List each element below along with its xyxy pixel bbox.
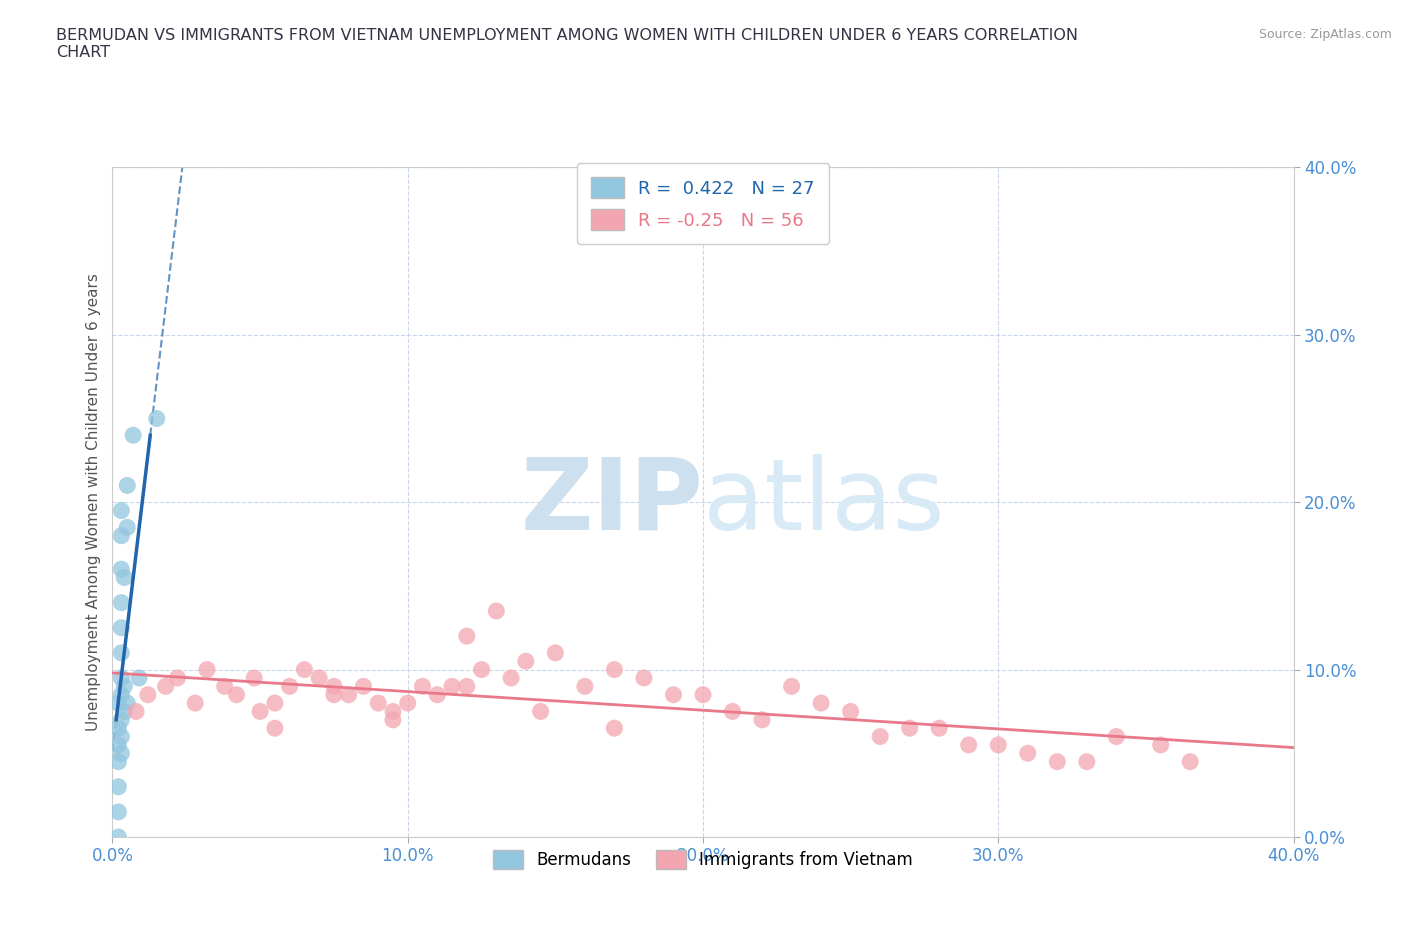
Point bbox=[603, 721, 626, 736]
Point bbox=[110, 729, 132, 744]
Point bbox=[1105, 729, 1128, 744]
Point bbox=[721, 704, 744, 719]
Point bbox=[112, 679, 135, 694]
Point bbox=[308, 671, 330, 685]
Point bbox=[249, 704, 271, 719]
Point bbox=[128, 671, 150, 685]
Point bbox=[107, 696, 129, 711]
Point bbox=[122, 428, 145, 443]
Point bbox=[456, 679, 478, 694]
Point bbox=[603, 662, 626, 677]
Point bbox=[184, 696, 207, 711]
Point bbox=[382, 704, 405, 719]
Point bbox=[112, 570, 135, 585]
Point bbox=[412, 679, 434, 694]
Point bbox=[810, 696, 832, 711]
Point bbox=[107, 737, 129, 752]
Point bbox=[633, 671, 655, 685]
Point bbox=[110, 687, 132, 702]
Point bbox=[292, 662, 315, 677]
Point bbox=[225, 687, 247, 702]
Point bbox=[426, 687, 449, 702]
Point bbox=[107, 830, 129, 844]
Point bbox=[107, 779, 129, 794]
Legend: Bermudans, Immigrants from Vietnam: Bermudans, Immigrants from Vietnam bbox=[486, 843, 920, 875]
Point bbox=[692, 687, 714, 702]
Point bbox=[323, 679, 346, 694]
Point bbox=[110, 746, 132, 761]
Point bbox=[117, 520, 138, 535]
Point bbox=[110, 620, 132, 635]
Point bbox=[367, 696, 389, 711]
Point bbox=[441, 679, 464, 694]
Point bbox=[987, 737, 1010, 752]
Point bbox=[136, 687, 159, 702]
Point bbox=[352, 679, 374, 694]
Point bbox=[957, 737, 980, 752]
Point bbox=[117, 696, 138, 711]
Point bbox=[323, 687, 346, 702]
Point bbox=[264, 696, 287, 711]
Point bbox=[107, 804, 129, 819]
Point bbox=[264, 721, 287, 736]
Point bbox=[869, 729, 891, 744]
Point bbox=[110, 528, 132, 543]
Point bbox=[117, 478, 138, 493]
Point bbox=[928, 721, 950, 736]
Point bbox=[155, 679, 177, 694]
Point bbox=[382, 712, 405, 727]
Point bbox=[110, 712, 132, 727]
Point bbox=[456, 629, 478, 644]
Point bbox=[470, 662, 494, 677]
Point bbox=[1017, 746, 1039, 761]
Point bbox=[110, 595, 132, 610]
Point bbox=[125, 704, 148, 719]
Point bbox=[1150, 737, 1173, 752]
Point bbox=[146, 411, 169, 426]
Point bbox=[574, 679, 596, 694]
Point bbox=[107, 721, 129, 736]
Point bbox=[110, 645, 132, 660]
Point bbox=[107, 754, 129, 769]
Text: BERMUDAN VS IMMIGRANTS FROM VIETNAM UNEMPLOYMENT AMONG WOMEN WITH CHILDREN UNDER: BERMUDAN VS IMMIGRANTS FROM VIETNAM UNEM… bbox=[56, 28, 1078, 60]
Point bbox=[662, 687, 685, 702]
Point bbox=[898, 721, 921, 736]
Text: atlas: atlas bbox=[703, 454, 945, 551]
Point bbox=[110, 671, 132, 685]
Point bbox=[110, 562, 132, 577]
Point bbox=[1046, 754, 1069, 769]
Point bbox=[780, 679, 803, 694]
Point bbox=[1076, 754, 1098, 769]
Point bbox=[1180, 754, 1202, 769]
Point bbox=[501, 671, 523, 685]
Point bbox=[337, 687, 360, 702]
Text: Source: ZipAtlas.com: Source: ZipAtlas.com bbox=[1258, 28, 1392, 41]
Point bbox=[195, 662, 218, 677]
Point bbox=[751, 712, 773, 727]
Y-axis label: Unemployment Among Women with Children Under 6 years: Unemployment Among Women with Children U… bbox=[86, 273, 101, 731]
Point bbox=[278, 679, 301, 694]
Point bbox=[544, 645, 567, 660]
Text: ZIP: ZIP bbox=[520, 454, 703, 551]
Point bbox=[396, 696, 419, 711]
Point bbox=[243, 671, 266, 685]
Point bbox=[485, 604, 508, 618]
Point bbox=[112, 704, 135, 719]
Point bbox=[529, 704, 551, 719]
Point bbox=[110, 503, 132, 518]
Point bbox=[515, 654, 537, 669]
Point bbox=[214, 679, 236, 694]
Point bbox=[166, 671, 188, 685]
Point bbox=[839, 704, 862, 719]
